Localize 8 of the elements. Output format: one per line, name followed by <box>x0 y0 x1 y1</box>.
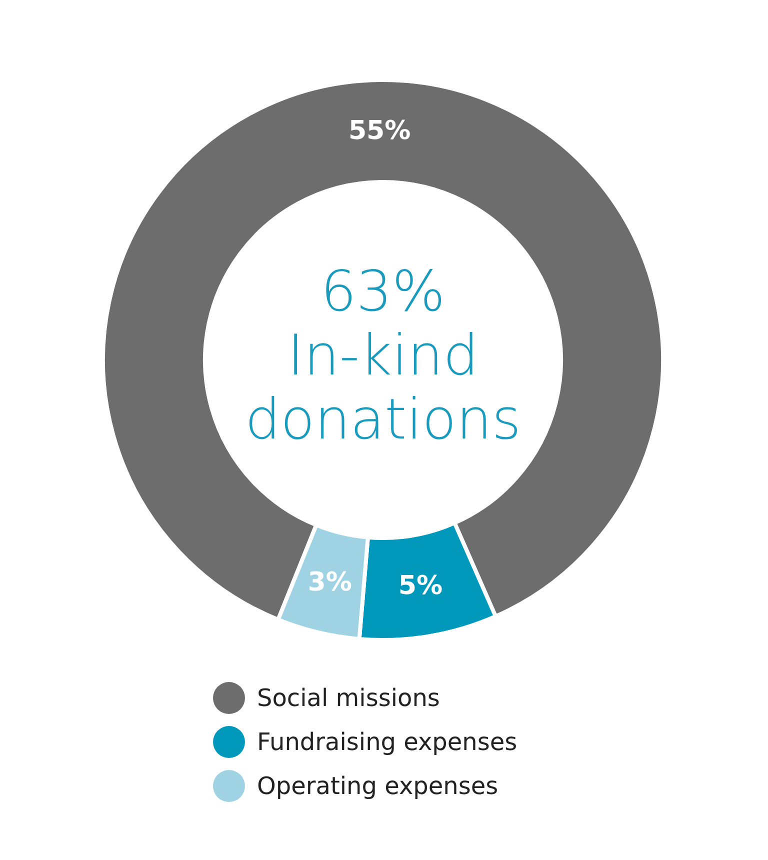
legend-label: Operating expenses <box>257 772 498 800</box>
data-label: 3% <box>308 568 352 598</box>
text: In-kind donations <box>244 324 522 452</box>
legend-label: Fundraising expenses <box>257 728 518 756</box>
legend-label: Social missions <box>257 684 440 712</box>
data-label: 5% <box>398 570 443 601</box>
data-label: 55% <box>348 116 411 146</box>
text: 63% <box>320 260 446 324</box>
